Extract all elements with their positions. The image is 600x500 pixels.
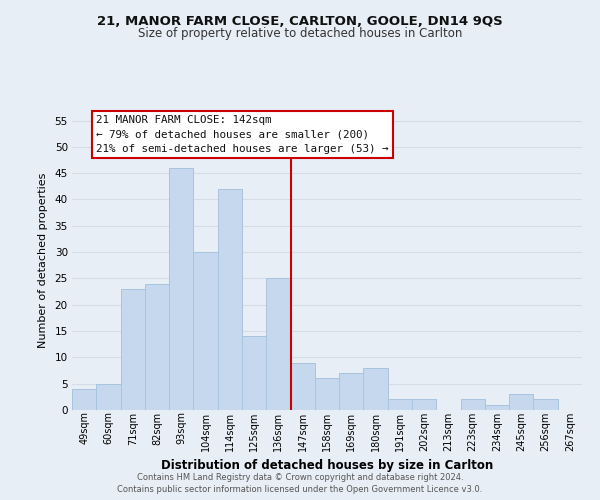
Bar xyxy=(145,284,169,410)
Bar xyxy=(461,400,485,410)
Bar xyxy=(412,400,436,410)
Bar xyxy=(218,189,242,410)
Bar xyxy=(533,400,558,410)
Bar xyxy=(485,404,509,410)
Text: 21 MANOR FARM CLOSE: 142sqm
← 79% of detached houses are smaller (200)
21% of se: 21 MANOR FARM CLOSE: 142sqm ← 79% of det… xyxy=(96,116,389,154)
Bar xyxy=(339,373,364,410)
Text: Size of property relative to detached houses in Carlton: Size of property relative to detached ho… xyxy=(138,28,462,40)
Y-axis label: Number of detached properties: Number of detached properties xyxy=(38,172,47,348)
Bar xyxy=(169,168,193,410)
X-axis label: Distribution of detached houses by size in Carlton: Distribution of detached houses by size … xyxy=(161,459,493,472)
Text: Contains public sector information licensed under the Open Government Licence v3: Contains public sector information licen… xyxy=(118,485,482,494)
Bar xyxy=(121,289,145,410)
Bar xyxy=(266,278,290,410)
Bar xyxy=(509,394,533,410)
Text: Contains HM Land Registry data © Crown copyright and database right 2024.: Contains HM Land Registry data © Crown c… xyxy=(137,472,463,482)
Bar xyxy=(315,378,339,410)
Text: 21, MANOR FARM CLOSE, CARLTON, GOOLE, DN14 9QS: 21, MANOR FARM CLOSE, CARLTON, GOOLE, DN… xyxy=(97,15,503,28)
Bar xyxy=(290,362,315,410)
Bar xyxy=(72,389,96,410)
Bar xyxy=(364,368,388,410)
Bar xyxy=(193,252,218,410)
Bar xyxy=(96,384,121,410)
Bar xyxy=(242,336,266,410)
Bar xyxy=(388,400,412,410)
